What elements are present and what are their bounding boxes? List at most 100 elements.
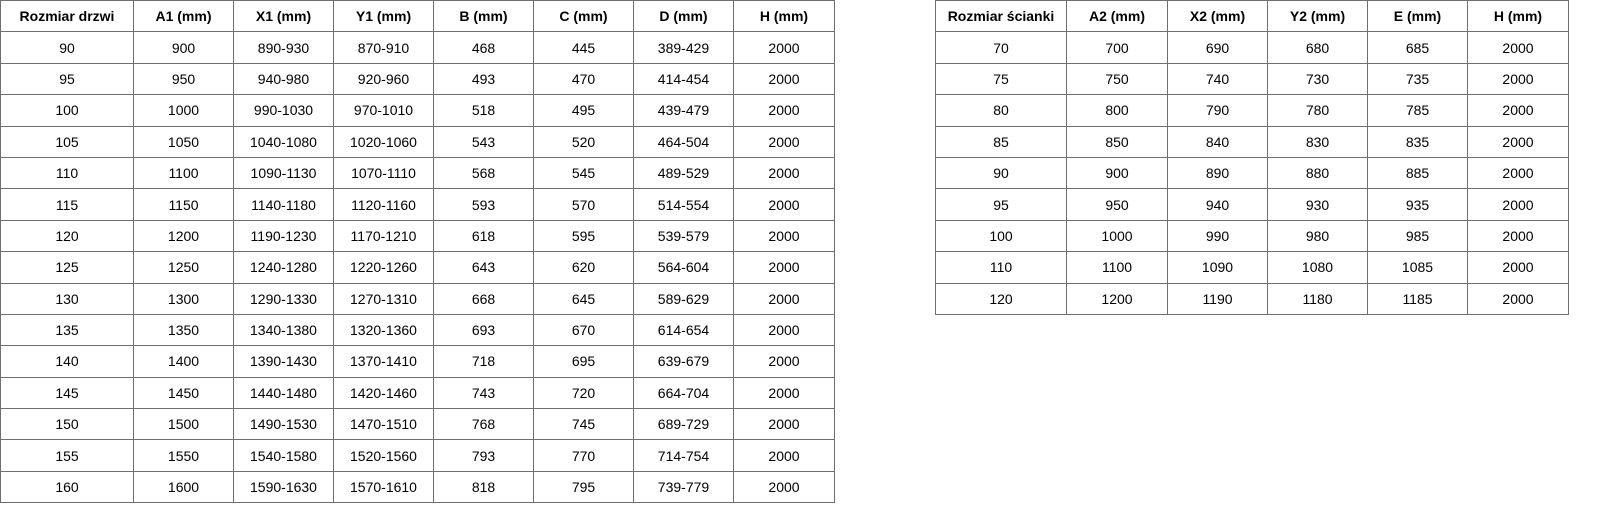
table-cell: 1570-1610 xyxy=(333,470,434,504)
table-cell: 120 xyxy=(0,219,134,253)
table-cell: 1440-1480 xyxy=(233,376,334,410)
table-cell: 1590-1630 xyxy=(233,470,334,504)
table-cell: 1120-1160 xyxy=(333,188,434,221)
table-cell: 850 xyxy=(1066,125,1168,158)
table-cell: 1240-1280 xyxy=(233,251,334,284)
table-cell: 595 xyxy=(533,219,634,253)
table-cell: 2000 xyxy=(733,376,835,410)
table-cell: 1040-1080 xyxy=(233,125,334,158)
table-cell: 2000 xyxy=(1467,219,1569,253)
table-cell: 520 xyxy=(533,125,634,158)
table-cell: 445 xyxy=(533,31,634,64)
table-cell: 1080 xyxy=(1267,251,1368,284)
table-cell: 2000 xyxy=(733,313,835,347)
table-cell: 1200 xyxy=(133,219,234,253)
table-cell: 2000 xyxy=(1467,188,1569,221)
table-cell: 770 xyxy=(533,439,634,472)
table-cell: 570 xyxy=(533,188,634,221)
table-cell: 1490-1530 xyxy=(233,408,334,441)
table-cell: 780 xyxy=(1267,94,1368,127)
table-cell: 1100 xyxy=(1066,251,1168,284)
table-cell: 689-729 xyxy=(633,408,734,441)
table-cell: 568 xyxy=(433,156,534,190)
column-header: H (mm) xyxy=(1467,0,1569,33)
table-cell: 680 xyxy=(1267,31,1368,64)
table-cell: 2000 xyxy=(733,188,835,221)
table-cell: 1600 xyxy=(133,470,234,504)
table-cell: 150 xyxy=(0,408,134,441)
table-cell: 489-529 xyxy=(633,156,734,190)
table-cell: 1190 xyxy=(1167,282,1268,315)
table-cell: 740 xyxy=(1167,62,1268,96)
table-row: 155 1550 1540-1580 1520-1560 793 770 714-754 20… xyxy=(0,439,835,472)
table-cell: 2000 xyxy=(1467,251,1569,284)
table-cell: 2000 xyxy=(733,219,835,253)
table-row: 140 1400 1390-1430 1370-1410 718 695 639-679 20… xyxy=(0,345,835,378)
table-cell: 1450 xyxy=(133,376,234,410)
table-cell: 785 xyxy=(1367,94,1468,127)
table-cell: 2000 xyxy=(733,62,835,96)
table-row: 95 950 940-980 920-960 493 470 414-454 2000 xyxy=(0,62,835,96)
table-cell: 468 xyxy=(433,31,534,64)
table-cell: 795 xyxy=(533,470,634,504)
table-cell: 768 xyxy=(433,408,534,441)
table-cell: 135 xyxy=(0,313,134,347)
table-cell: 518 xyxy=(433,94,534,127)
table-cell: 1185 xyxy=(1367,282,1468,315)
table-cell: 639-679 xyxy=(633,345,734,378)
column-header: D (mm) xyxy=(633,0,734,33)
table-cell: 1170-1210 xyxy=(333,219,434,253)
table-cell: 1000 xyxy=(133,94,234,127)
table-cell: 2000 xyxy=(733,439,835,472)
table-cell: 670 xyxy=(533,313,634,347)
table-cell: 618 xyxy=(433,219,534,253)
table-cell: 620 xyxy=(533,251,634,284)
table-cell: 2000 xyxy=(1467,94,1569,127)
table-cell: 95 xyxy=(0,62,134,96)
table-cell: 2000 xyxy=(1467,156,1569,190)
table-row: 120 1200 1190 1180 1185 2000 xyxy=(935,282,1569,315)
header-row: Rozmiar ścianki A2 (mm) X2 (mm) Y2 (mm) E (m… xyxy=(935,0,1569,33)
column-header: Y2 (mm) xyxy=(1267,0,1368,33)
table-row: 105 1050 1040-1080 1020-1060 543 520 464-504 20… xyxy=(0,125,835,158)
table-cell: 690 xyxy=(1167,31,1268,64)
table-cell: 2000 xyxy=(1467,125,1569,158)
table-cell: 80 xyxy=(935,94,1067,127)
table-cell: 890-930 xyxy=(233,31,334,64)
table-cell: 990-1030 xyxy=(233,94,334,127)
table-row: 110 1100 1090 1080 1085 2000 xyxy=(935,251,1569,284)
table-cell: 1340-1380 xyxy=(233,313,334,347)
table-cell: 495 xyxy=(533,94,634,127)
table-cell: 545 xyxy=(533,156,634,190)
table-cell: 85 xyxy=(935,125,1067,158)
table-cell: 885 xyxy=(1367,156,1468,190)
table-cell: 985 xyxy=(1367,219,1468,253)
table-cell: 75 xyxy=(935,62,1067,96)
table-cell: 593 xyxy=(433,188,534,221)
table-row: 150 1500 1490-1530 1470-1510 768 745 689-729 20… xyxy=(0,408,835,441)
table-cell: 720 xyxy=(533,376,634,410)
table-cell: 464-504 xyxy=(633,125,734,158)
table-cell: 539-579 xyxy=(633,219,734,253)
table-cell: 145 xyxy=(0,376,134,410)
table-cell: 990 xyxy=(1167,219,1268,253)
column-header: H (mm) xyxy=(733,0,835,33)
table-cell: 1300 xyxy=(133,282,234,315)
table-cell: 1220-1260 xyxy=(333,251,434,284)
table-cell: 1470-1510 xyxy=(333,408,434,441)
table-cell: 1540-1580 xyxy=(233,439,334,472)
table-cell: 935 xyxy=(1367,188,1468,221)
door-size-table: Rozmiar drzwi A1 (mm) X1 (mm) Y1 (mm) B (mm)… xyxy=(0,0,835,504)
table-cell: 940 xyxy=(1167,188,1268,221)
table-cell: 818 xyxy=(433,470,534,504)
table-cell: 668 xyxy=(433,282,534,315)
column-header: A1 (mm) xyxy=(133,0,234,33)
table-row: 85 850 840 830 835 2000 xyxy=(935,125,1569,158)
table-cell: 2000 xyxy=(1467,282,1569,315)
table-cell: 1090-1130 xyxy=(233,156,334,190)
column-header: E (mm) xyxy=(1367,0,1468,33)
table-cell: 493 xyxy=(433,62,534,96)
table-cell: 155 xyxy=(0,439,134,472)
table-cell: 790 xyxy=(1167,94,1268,127)
table-cell: 1000 xyxy=(1066,219,1168,253)
